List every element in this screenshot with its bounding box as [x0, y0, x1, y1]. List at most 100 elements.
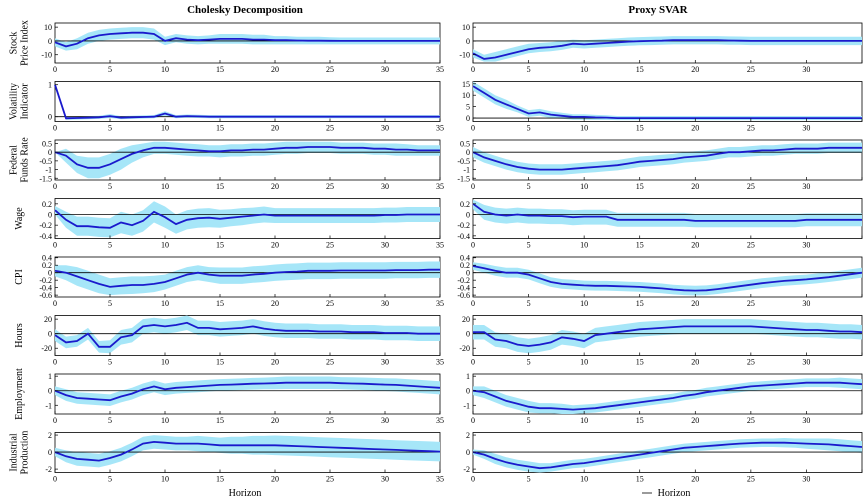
impulse-response-line: [54, 381, 441, 402]
y-tick-label: 0: [466, 37, 470, 46]
x-tick-label: 10: [161, 416, 169, 425]
x-tick-label: 20: [691, 475, 699, 484]
y-tick-label: -20: [41, 344, 52, 353]
x-tick-label: 30: [381, 124, 389, 133]
x-tick-label: 20: [271, 182, 279, 191]
impulse-response-line: [472, 441, 863, 470]
y-tick-label: -0.6: [39, 291, 52, 300]
y-tick-label: -0.5: [457, 157, 470, 166]
x-tick-label: 30: [381, 241, 389, 250]
x-tick-label: 0: [53, 124, 57, 133]
x-tick-label: 20: [691, 358, 699, 367]
y-axis-label: Wage: [14, 207, 25, 230]
y-tick-label: 0: [466, 387, 470, 396]
plot-left: 10-10 5 10 15 20 25 30 35: [45, 372, 444, 425]
plot-right: 0 5 10 15 0 5 10 15 20 25 30: [462, 80, 863, 133]
x-tick-label: 25: [747, 416, 755, 425]
y-axis-label: Volatility: [9, 83, 20, 120]
x-tick-label: 10: [161, 475, 169, 484]
plot-right: 0.40.20-0.2-0.4-0.60 5 10 15 20 25 30: [457, 254, 863, 308]
y-tick-label: -1.5: [39, 174, 52, 183]
y-tick-label: -0.4: [39, 284, 52, 293]
x-tick-label: 10: [580, 358, 588, 367]
y-tick-label: 1: [48, 372, 52, 381]
x-tick-label: 30: [381, 358, 389, 367]
x-tick-label: 30: [802, 416, 810, 425]
x-tick-label: 5: [108, 182, 112, 191]
x-tick-label: 10: [580, 124, 588, 133]
x-tick-label: 30: [381, 65, 389, 74]
x-tick-label: 25: [326, 65, 334, 74]
impulse-response-line: [473, 325, 863, 347]
impulse-response-line: [54, 146, 440, 169]
x-tick-label: 15: [216, 475, 224, 484]
x-tick-label: 20: [691, 182, 699, 191]
x-tick-label: 0: [53, 358, 57, 367]
x-tick-label: 20: [271, 241, 279, 250]
y-tick-label: 0: [48, 269, 52, 278]
x-tick-label: 20: [271, 358, 279, 367]
impulse-response-line: [472, 203, 862, 222]
x-tick-label: 0: [53, 65, 57, 74]
impulse-response-line: [472, 39, 862, 60]
x-tick-label: 15: [636, 182, 644, 191]
y-tick-label: -1: [463, 166, 470, 175]
x-tick-label: 20: [691, 124, 699, 133]
x-tick-label: 35: [436, 299, 444, 308]
x-tick-label: 15: [636, 124, 644, 133]
plot-right: 10-10 5 10 15 20 25 30: [463, 372, 863, 425]
y-axis-label: Stock: [9, 32, 20, 55]
x-tick-label: 25: [747, 182, 755, 191]
y-tick-label: 2: [466, 431, 470, 440]
y-tick-label: -0.5: [39, 157, 52, 166]
x-tick-label: 30: [381, 416, 389, 425]
y-tick-label: -10: [459, 51, 470, 60]
x-tick-label: 5: [527, 416, 531, 425]
x-tick-label: 10: [161, 65, 169, 74]
x-tick-label: 5: [527, 358, 531, 367]
confidence-band: [473, 36, 862, 62]
impulse-response-line: [472, 265, 863, 292]
x-tick-label: 25: [326, 124, 334, 133]
y-tick-label: 0.2: [460, 200, 470, 209]
x-tick-label: 0: [471, 124, 475, 133]
x-tick-label: 10: [161, 358, 169, 367]
impulse-response-line: [472, 381, 863, 411]
impulse-response-line: [54, 31, 440, 48]
plot-right: 0.50-0.5-1-1.50 5 10 15 20 25 30: [457, 139, 863, 191]
x-tick-label: 20: [271, 124, 279, 133]
y-tick-label: -2: [463, 465, 470, 474]
x-tick-label: 35: [436, 241, 444, 250]
y-tick-label: -0.2: [457, 276, 470, 285]
y-tick-label: 0.5: [42, 139, 52, 148]
x-tick-label: 0: [471, 241, 475, 250]
x-tick-label: 10: [580, 241, 588, 250]
y-tick-label: 10: [44, 23, 52, 32]
x-tick-label: 0: [471, 182, 475, 191]
x-tick-label: 25: [326, 299, 334, 308]
y-tick-label: -0.2: [39, 276, 52, 285]
y-tick-label: 0.2: [42, 261, 52, 270]
x-tick-label: 25: [747, 358, 755, 367]
x-tick-label: 35: [436, 124, 444, 133]
plot-right: 0.20-0.2-0.40 5 10 15 20 25 30: [457, 198, 863, 250]
x-tick-label: 10: [580, 299, 588, 308]
x-tick-label: 20: [691, 241, 699, 250]
panel-row-3: Federal Funds Rate 0.50-0.5-1-1.50 5 10 15 20 2…: [9, 137, 863, 191]
y-tick-label: 5: [466, 103, 470, 112]
x-tick-label: 30: [381, 182, 389, 191]
x-tick-label: 15: [636, 475, 644, 484]
y-tick-label: 15: [462, 80, 470, 89]
x-tick-label: 20: [691, 416, 699, 425]
x-tick-label: 35: [436, 416, 444, 425]
x-tick-label: 30: [802, 358, 810, 367]
x-tick-label: 15: [636, 358, 644, 367]
y-tick-label: 10: [462, 91, 470, 100]
x-tick-label: 25: [326, 241, 334, 250]
impulse-response-line: [54, 209, 440, 229]
impulse-response-line: [472, 146, 862, 171]
y-tick-label: 10: [462, 23, 470, 32]
x-tick-label: 20: [271, 416, 279, 425]
y-tick-label: 0: [466, 269, 470, 278]
